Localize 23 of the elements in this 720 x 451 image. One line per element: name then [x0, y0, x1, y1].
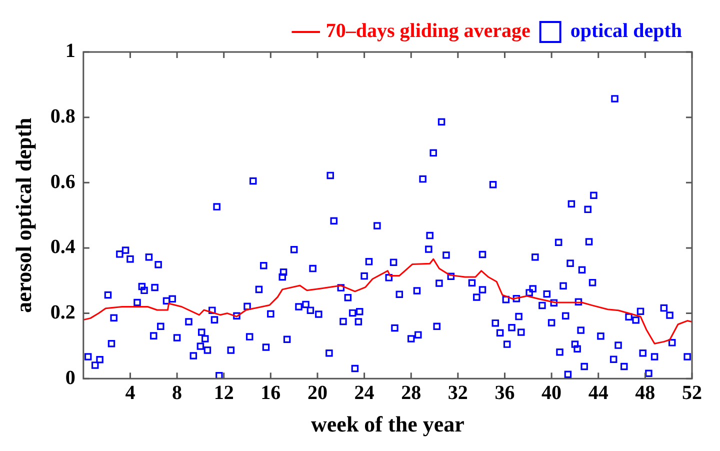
- x-tick-label: 20: [307, 382, 328, 404]
- x-tick-label: 48: [635, 382, 656, 404]
- x-tick-label: 4: [125, 382, 136, 404]
- legend-label: optical depth: [570, 20, 682, 42]
- y-tick-label: 1: [65, 40, 76, 62]
- x-tick-label: 52: [682, 382, 702, 404]
- x-tick-label: 40: [542, 382, 562, 404]
- x-tick-label: 8: [172, 382, 182, 404]
- x-tick-label: 12: [214, 382, 234, 404]
- legend-label: 70–days gliding average: [326, 20, 530, 42]
- y-tick-label: 0.6: [50, 170, 76, 193]
- x-tick-label: 44: [588, 382, 608, 404]
- x-tick-label: 32: [448, 382, 468, 404]
- y-tick-label: 0.4: [50, 236, 76, 258]
- y-tick-label: 0.2: [50, 301, 76, 324]
- y-tick-label: 0: [65, 366, 76, 389]
- x-tick-label: 16: [260, 382, 281, 404]
- x-tick-label: 36: [494, 382, 515, 404]
- x-tick-label: 24: [354, 382, 374, 404]
- x-axis-title: week of the year: [311, 411, 465, 436]
- y-tick-label: 0.8: [50, 105, 76, 128]
- x-tick-label: 28: [401, 382, 422, 404]
- y-axis-title: aerosol optical depth: [10, 118, 36, 313]
